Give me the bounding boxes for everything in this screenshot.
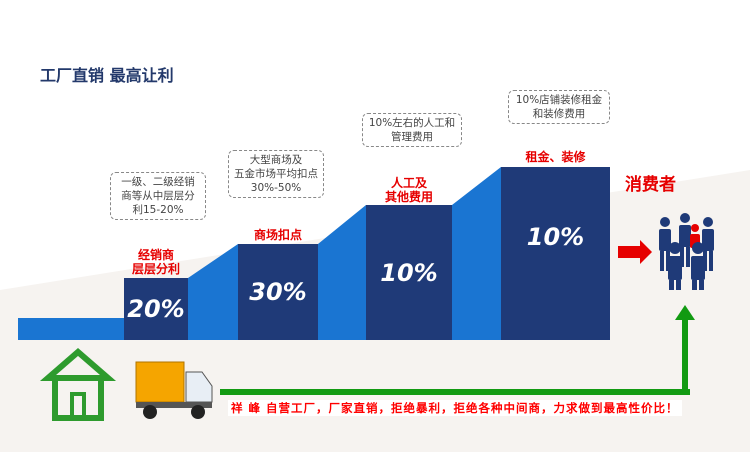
step-1-value: 20% [124, 278, 188, 340]
slogan: 祥 峰 自营工厂，厂家直销，拒绝暴利，拒绝各种中间商，力求做到最高性价比！ [228, 400, 682, 416]
step-3-label: 人工及 其他费用 [384, 176, 433, 204]
consumer-label: 消费者 [625, 175, 676, 195]
step-2-note: 大型商场及 五金市场平均扣点 30%-50% [228, 150, 324, 198]
consumer-arrow [618, 240, 652, 264]
step-2-value: 30% [238, 244, 318, 340]
step-1-label: 经销商 层层分利 [131, 248, 180, 276]
step-4-note: 10%店铺装修租金 和装修费用 [508, 90, 610, 124]
green-path-arrow [220, 305, 695, 395]
house-icon [39, 348, 117, 421]
step-1-note: 一级、二级经销 商等从中层层分 利15-20% [110, 172, 206, 220]
step-3-note: 10%左右的人工和 管理费用 [362, 113, 462, 147]
step-4-value: 10% [501, 167, 610, 340]
step-4-label: 租金、装修 [525, 150, 586, 164]
people-icon [659, 213, 714, 290]
step-2-label: 商场扣点 [253, 228, 302, 242]
step-3-value: 10% [366, 205, 452, 340]
truck-icon [135, 361, 213, 419]
page-title: 工厂直销 最高让利 [40, 66, 174, 85]
